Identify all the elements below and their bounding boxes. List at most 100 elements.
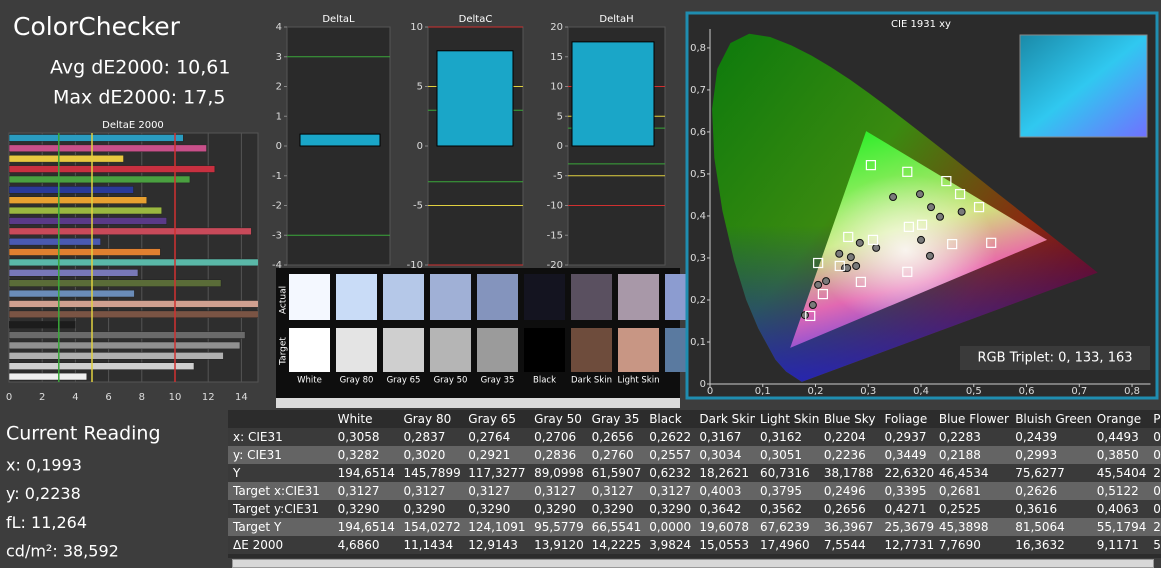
x-tick-label: 0 <box>6 392 12 403</box>
cell: 0,3795 <box>760 484 803 498</box>
measured-point <box>872 243 881 252</box>
cell: 0,3051 <box>760 448 803 462</box>
measured-point <box>917 235 926 244</box>
x-tick-label: 0,5 <box>966 386 982 397</box>
deltae-plot <box>8 132 259 383</box>
cell: 0,2188 <box>938 448 981 462</box>
target-point <box>867 234 879 245</box>
target-point <box>817 288 828 300</box>
cell: 0,2283 <box>938 430 981 444</box>
bar <box>9 269 139 277</box>
table-row: x: CIE31 0,3058 0,2837 0,2764 0,2706 0,2656 0,… <box>228 428 1161 446</box>
y-tick-label: 5 <box>557 111 563 122</box>
cell: 67,6239 <box>760 520 810 534</box>
cell: 0,3395 <box>884 484 927 498</box>
cell: 117,3277 <box>468 466 526 480</box>
cell: 89,0998 <box>534 466 584 480</box>
rgb-box <box>960 346 1150 370</box>
cell: 0,2681 <box>938 484 981 498</box>
cell: 0,2525 <box>938 502 981 516</box>
y-tick-label: -5 <box>413 201 423 212</box>
target-swatch <box>571 328 612 372</box>
y-tick-label: 0 <box>557 141 563 152</box>
cell: 45,5404 <box>1096 466 1147 480</box>
y-tick-label: -2 <box>272 201 282 212</box>
column-header: White <box>337 412 373 426</box>
y-tick-label: 10 <box>410 22 423 33</box>
swatch-label: Gray 80 <box>340 376 374 386</box>
row-label: Target x:CIE31 <box>233 484 320 498</box>
column-header: Gray 80 <box>403 412 452 426</box>
bar <box>9 175 191 184</box>
cell: 0,3290 <box>649 502 692 516</box>
bar <box>9 321 76 329</box>
bar <box>9 155 124 163</box>
measured-point <box>846 253 855 262</box>
cell: 0,3127 <box>649 484 692 498</box>
cell: 75,6277 <box>1015 466 1065 480</box>
cie-title: CIE 1931 xy <box>891 19 951 30</box>
bar <box>9 238 101 246</box>
cell: 11,1434 <box>403 538 454 552</box>
swatch-label: Light Skin <box>618 376 660 386</box>
cell: 154,0272 <box>403 520 461 534</box>
cell: 0,3642 <box>699 502 742 516</box>
bar <box>9 227 252 235</box>
bar <box>9 217 167 225</box>
column-header: Gray 35 <box>591 412 640 426</box>
target-point <box>903 221 914 232</box>
cell: 0,2204 <box>823 430 866 444</box>
cell: 5,5188 <box>1153 538 1161 552</box>
measured-point <box>889 193 898 202</box>
y-tick-label: 1 <box>276 111 282 122</box>
bar <box>436 50 514 147</box>
bar <box>9 372 88 381</box>
cell: 81,5064 <box>1015 520 1065 534</box>
table-row: Target y:CIE31 0,3290 0,3290 0,3290 0,3290 0,… <box>228 500 1161 518</box>
bar <box>9 352 224 360</box>
x-tick-label: 0,2 <box>808 386 824 397</box>
reading-line: fL: 11,264 <box>6 513 87 532</box>
column-header: Gray 65 <box>468 412 517 426</box>
deltae-bars <box>9 133 258 382</box>
cell: 0,1920 <box>1153 502 1161 516</box>
cell: 0,3282 <box>337 448 380 462</box>
cell: 0,2439 <box>1015 430 1058 444</box>
measured-point <box>957 207 966 216</box>
column-header: Gray 50 <box>534 412 582 426</box>
cell: 0,3449 <box>884 448 927 462</box>
cell: 25,3679 <box>884 520 934 534</box>
bar <box>299 133 381 147</box>
target-point <box>986 237 997 248</box>
swatch-label: Black <box>533 376 556 386</box>
bar <box>9 165 216 173</box>
measured-point <box>925 251 934 260</box>
actual-label: Actual <box>279 286 289 314</box>
cell: 12,7731 <box>884 538 934 552</box>
swatch-scrollbar[interactable] <box>276 398 680 408</box>
table-scrollbar[interactable] <box>232 559 1154 568</box>
deltae-title: DeltaE 2000 <box>102 120 164 131</box>
bar <box>9 289 135 298</box>
bar <box>9 186 134 194</box>
actual-swatch <box>571 274 612 320</box>
cell: 0,3290 <box>337 502 380 516</box>
cell: 0,2706 <box>534 430 577 444</box>
x-tick-label: 10 <box>169 392 182 403</box>
cell: 19,6078 <box>699 520 749 534</box>
y-tick-label: 10 <box>550 82 563 93</box>
cell: 145,7899 <box>403 466 461 480</box>
cell: 0,3616 <box>1015 502 1058 516</box>
y-tick-label: 0 <box>700 379 706 390</box>
x-tick-label: 14 <box>235 392 248 403</box>
y-tick-label: -10 <box>547 201 563 212</box>
cell: 3,9824 <box>649 538 692 552</box>
cell: 0,2166 <box>1153 484 1161 498</box>
measured-point <box>936 212 945 221</box>
row-label: Y <box>233 466 241 480</box>
x-tick-label: 0,8 <box>1124 386 1140 397</box>
y-tick-label: 0 <box>276 141 282 152</box>
x-tick-label: 2 <box>39 392 45 403</box>
x-tick-label: 0,3 <box>860 386 876 397</box>
